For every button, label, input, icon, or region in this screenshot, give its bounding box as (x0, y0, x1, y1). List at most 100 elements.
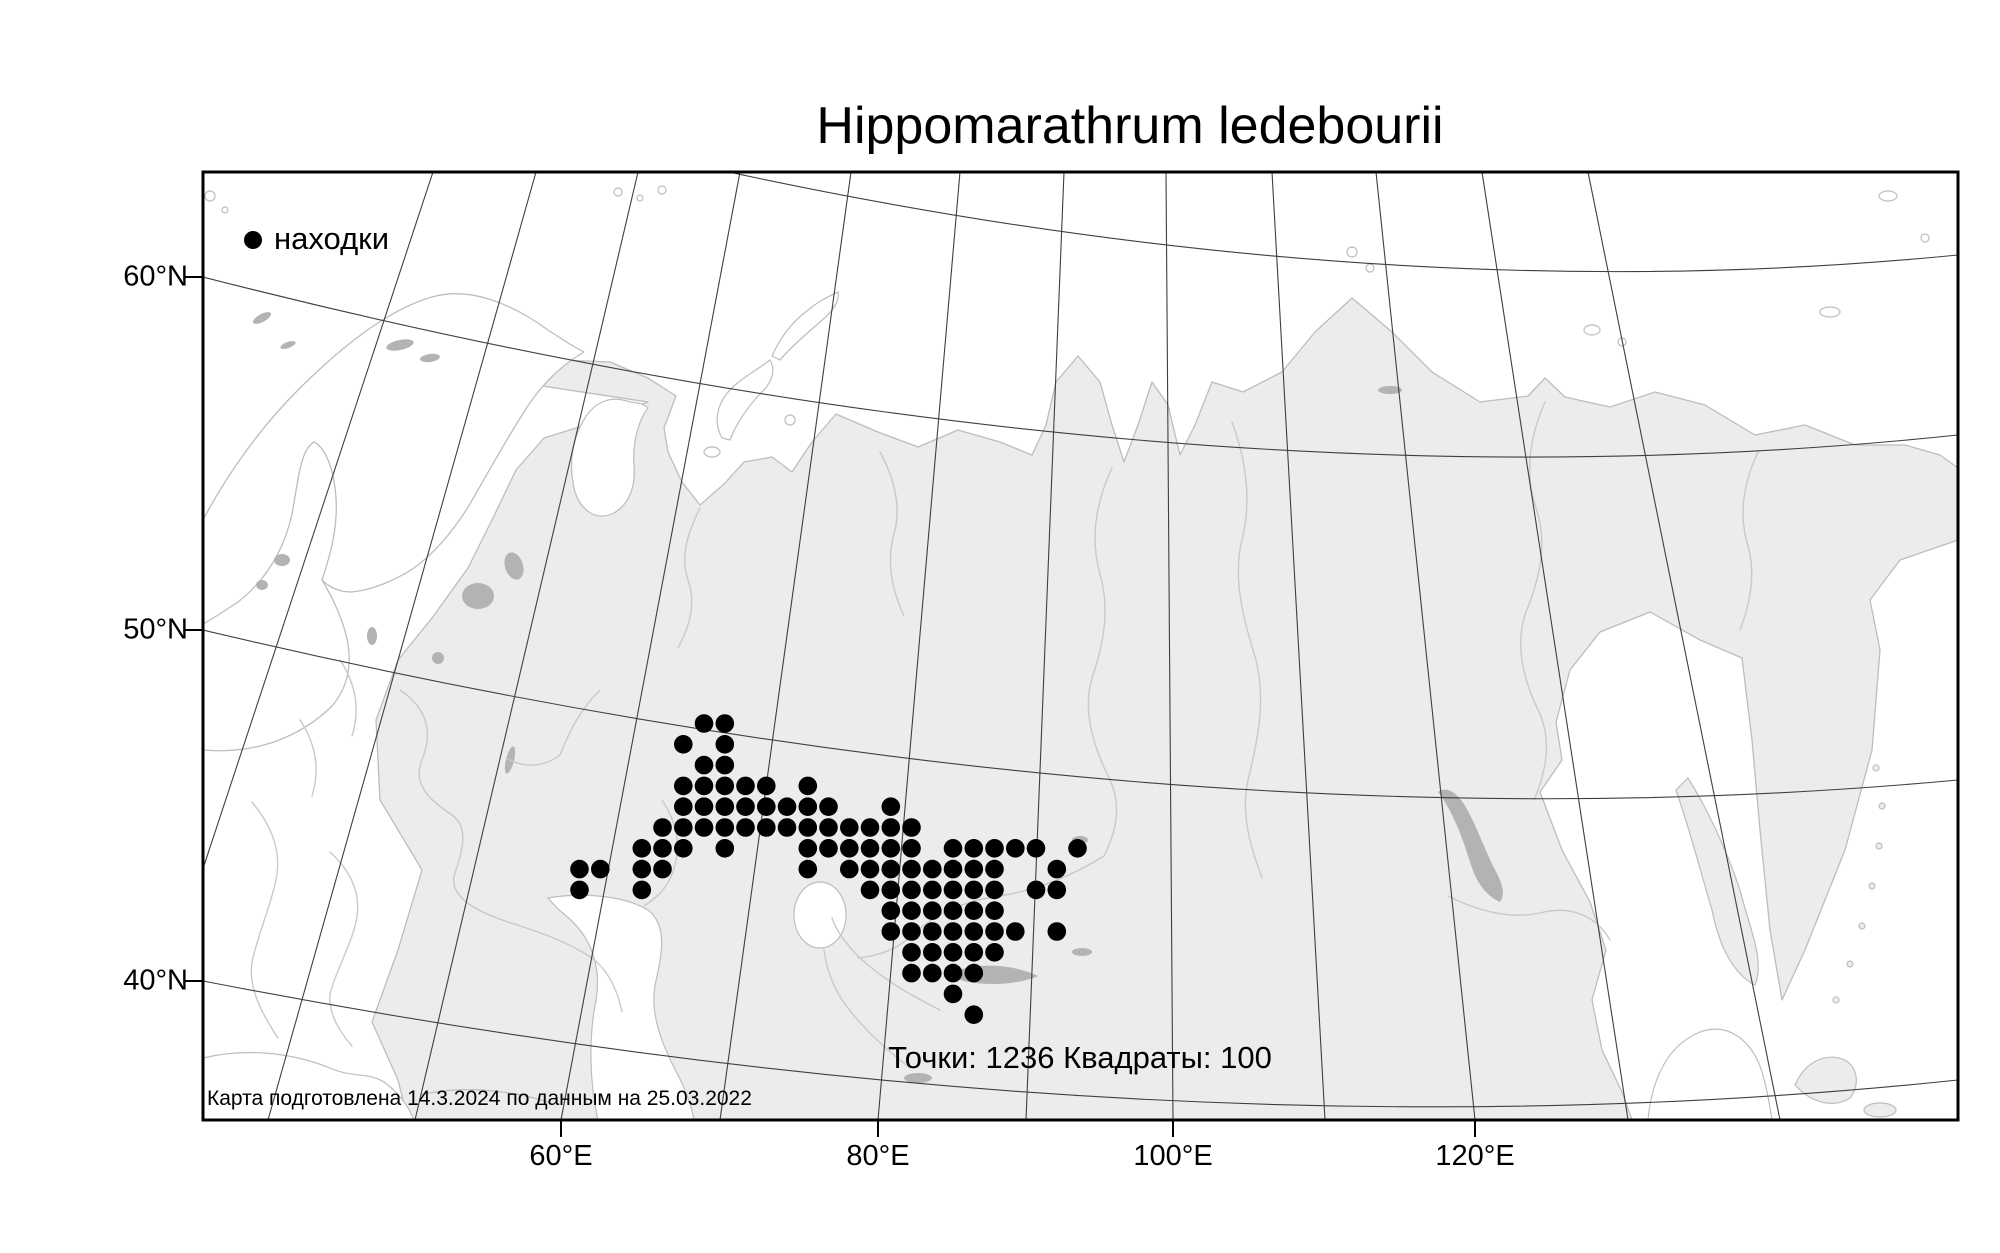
meridian-40e (267, 172, 537, 1120)
occurrence-dot (632, 880, 652, 900)
finland-lake-1 (386, 339, 414, 351)
occurrence-dot (923, 922, 942, 941)
kolguev-island (784, 414, 796, 426)
occurrence-dot (881, 839, 901, 858)
kuril-6 (1846, 960, 1854, 968)
occurrence-dot (1047, 859, 1067, 879)
lake-peipus (367, 627, 377, 645)
new-siberian-1 (1583, 324, 1601, 336)
caucasus-line (419, 1089, 549, 1103)
occurrence-dot (1026, 880, 1046, 900)
occurrence-dot (902, 922, 921, 941)
occurrence-dot (943, 901, 963, 920)
meridian-50e (414, 172, 639, 1120)
river-lena (1520, 401, 1548, 801)
franz-josef-3 (657, 185, 667, 195)
occurrence-dot (715, 776, 735, 796)
meridian-100e (1165, 172, 1174, 1120)
occurrence-dot (632, 859, 652, 879)
lat-tick-label-40n: 40°N (123, 964, 188, 997)
occurrence-dot (964, 859, 984, 879)
lapland-lake-1 (252, 312, 272, 324)
islands-layer (204, 185, 1930, 458)
occurrence-dot (964, 943, 984, 962)
occurrence-dot (985, 839, 1004, 858)
ne-corner-island-1 (1878, 190, 1898, 202)
svalbard-1 (204, 190, 216, 202)
occurrence-dot (923, 880, 942, 900)
parallel-40n (203, 980, 1958, 1108)
occurrence-dot (694, 755, 714, 775)
vaygach-island (703, 446, 721, 458)
occurrence-dot (964, 839, 984, 858)
occurrence-dot (943, 859, 963, 879)
occurrence-dot (902, 839, 921, 858)
meridian-90e (1025, 172, 1065, 1120)
river-don (329, 851, 359, 1047)
occurrence-dot (715, 755, 735, 775)
meridian-70e (719, 172, 852, 1120)
honshu-edge (1863, 1102, 1897, 1118)
meridian-80e (877, 172, 961, 1120)
occurrence-dot (570, 880, 589, 900)
occurrence-dot (985, 859, 1004, 879)
sakhalin-island (1675, 777, 1759, 986)
occurrence-dot (694, 714, 714, 733)
occurrence-dot (653, 818, 672, 837)
occurrence-dot (902, 901, 921, 920)
occurrence-dot (923, 859, 942, 879)
hokkaido-island (1794, 1056, 1857, 1104)
sea-of-japan (1647, 1028, 1773, 1120)
occurrence-dot (777, 797, 797, 816)
river-dvina (677, 507, 701, 649)
lake-ladoga (462, 583, 494, 609)
occurrence-dot (881, 922, 901, 941)
river-west-1 (299, 719, 317, 797)
occurrence-dot (674, 776, 693, 796)
occurrence-dot (985, 880, 1004, 900)
occurrence-dot (715, 797, 735, 816)
occurrence-dot (798, 776, 818, 796)
river-kolyma (1739, 451, 1759, 631)
occurrence-dot (881, 880, 901, 900)
occurrence-dot (860, 859, 880, 879)
kuril-3 (1875, 842, 1883, 850)
occurrence-dot (632, 839, 652, 858)
occurrence-dot (570, 859, 589, 879)
ne-corner-island-2 (1920, 233, 1930, 243)
wrangel-island (1819, 306, 1841, 318)
occurrence-dot (1006, 839, 1025, 858)
occurrence-dot (943, 880, 963, 900)
meridian-110e (1271, 172, 1326, 1120)
river-ural (643, 799, 679, 907)
occurrence-dot (985, 943, 1004, 962)
novaya-zemlya-south (716, 359, 774, 441)
kuril-4 (1868, 882, 1876, 890)
river-yenisei (1231, 421, 1263, 879)
lon-tick-label-120e: 120°E (1435, 1140, 1515, 1172)
occurrence-dot (902, 818, 921, 837)
lon-tick-label-100e: 100°E (1133, 1140, 1213, 1172)
occurrence-dot (674, 735, 693, 754)
meridian-130e (1481, 172, 1629, 1120)
landmass-layer (203, 293, 1958, 1120)
white-sea (570, 398, 649, 517)
svalbard-2 (221, 206, 229, 214)
occurrence-dot (902, 943, 921, 962)
lake-baikal (1438, 789, 1503, 902)
occurrence-dot (674, 818, 693, 837)
occurrence-dot (840, 839, 859, 858)
river-pechora (879, 451, 905, 617)
frame-layer (185, 170, 1960, 1137)
occurrence-dot (1006, 922, 1025, 941)
occurrence-dot (694, 797, 714, 816)
occurrence-dot (881, 818, 901, 837)
parallel-50n (203, 629, 1958, 800)
river-syr-darya (831, 917, 941, 1011)
occurrence-dot (964, 963, 984, 983)
occurrence-dot (881, 859, 901, 879)
occurrence-dot (798, 859, 818, 879)
river-west-2 (339, 659, 357, 737)
